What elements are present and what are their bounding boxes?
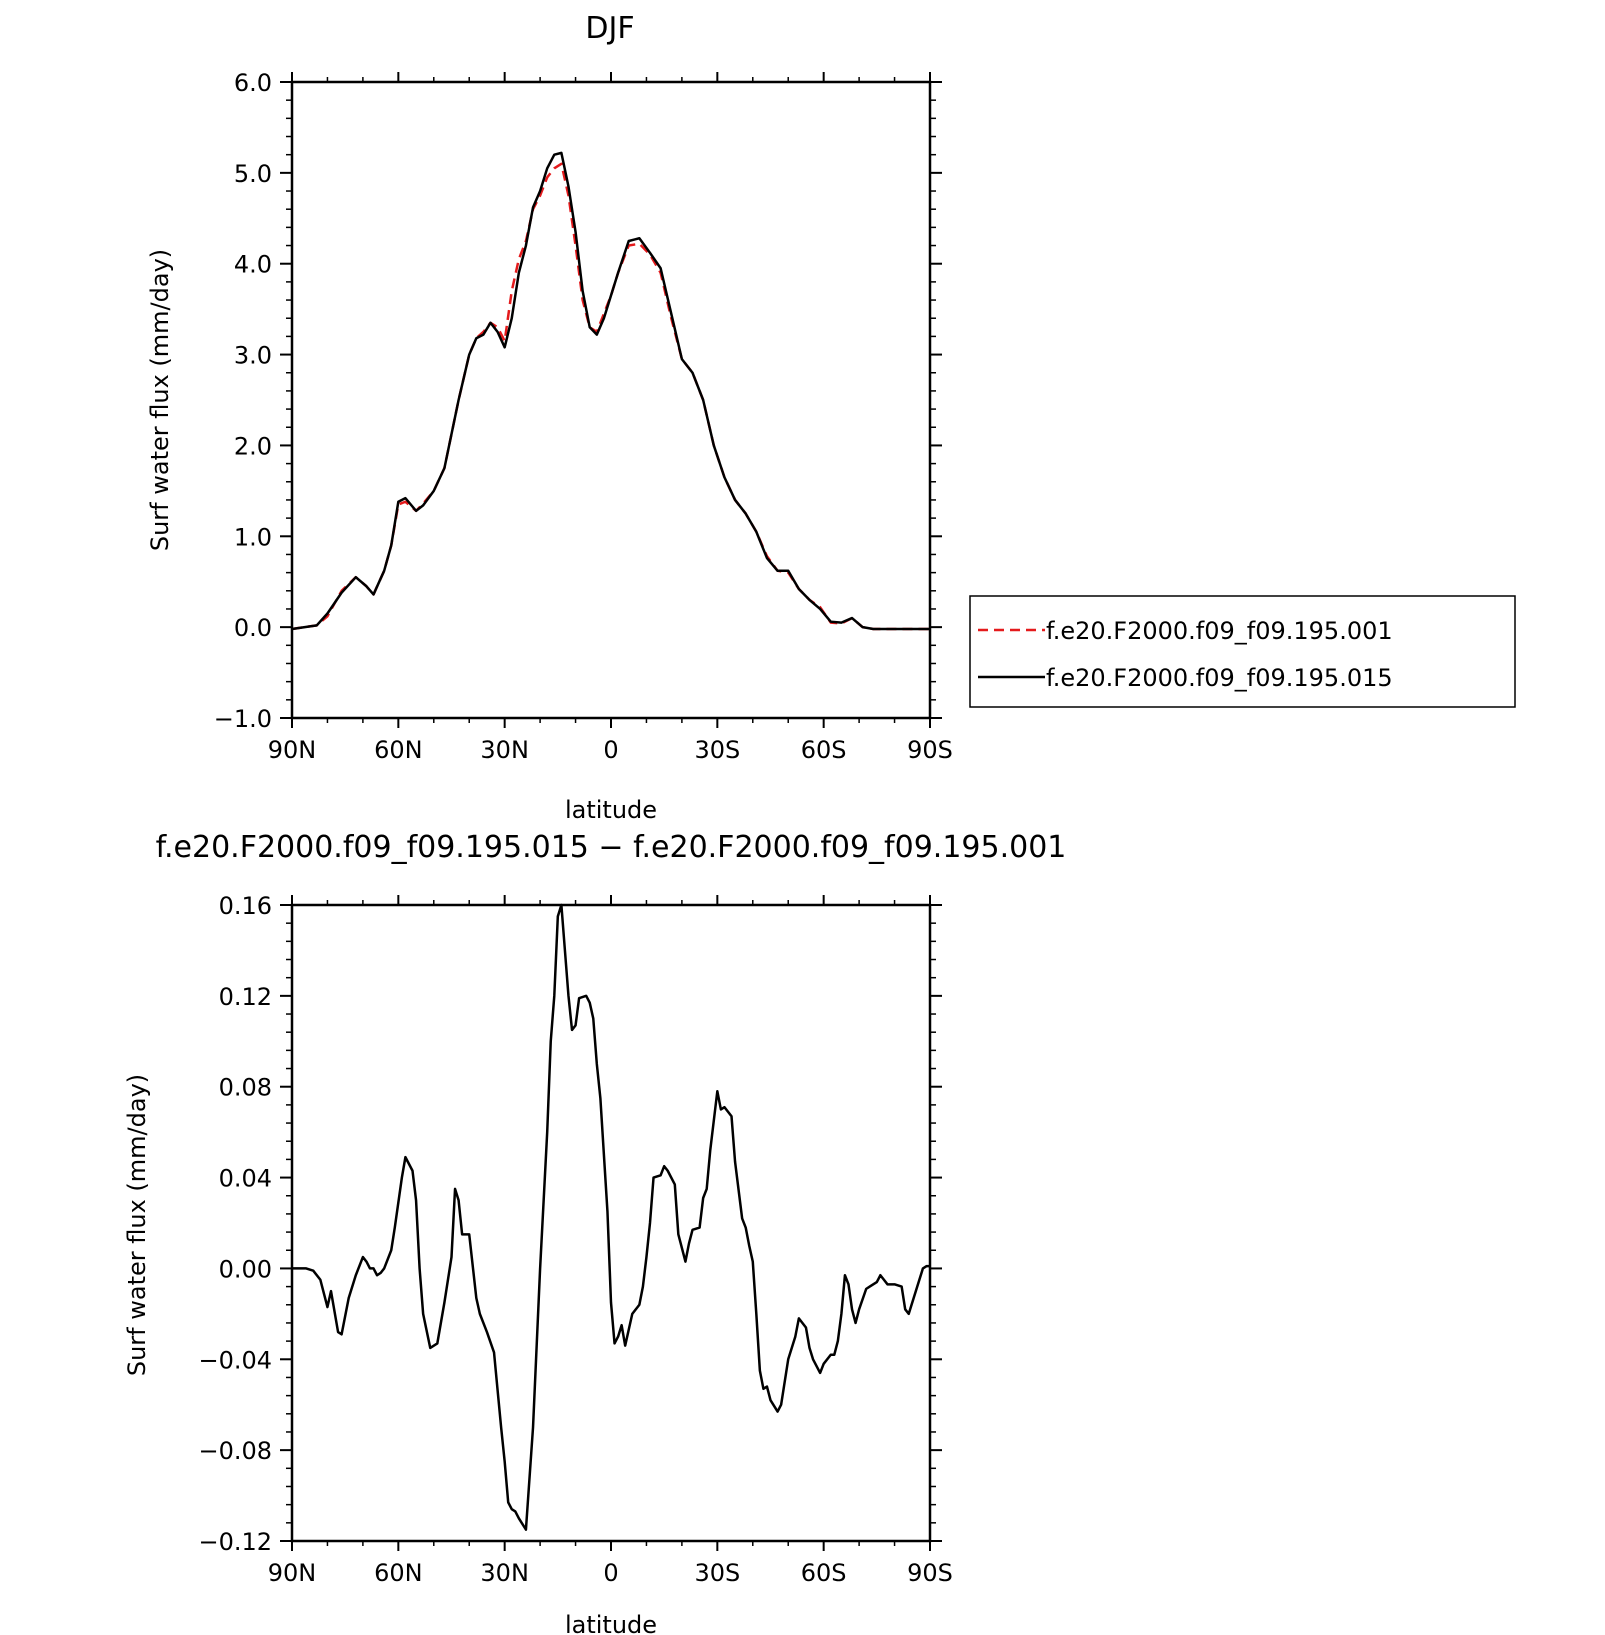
bottom-chart-ytick-label: 0.12 [219,983,272,1011]
bottom-chart-xtick-label: 90S [907,1559,953,1587]
bottom-chart-xtick-label: 60S [801,1559,847,1587]
bottom-chart-xtick-label: 30S [694,1559,740,1587]
top-chart-xtick-label: 60N [374,736,423,764]
legend-box [969,595,1516,708]
top-chart-series-line-2 [291,151,930,631]
top-chart-frame [290,80,932,720]
bottom-chart-xtick-label: 0 [603,1559,618,1587]
top-chart-tick-labels: 90N 60N 30N 0 30S 60S 90S −1.0 0.0 1.0 2.0 3.0 4.0 5.… [214,69,953,764]
bottom-chart-ytick-label: 0.16 [219,892,272,920]
top-chart-title: DJF [585,11,634,46]
bottom-chart-frame [290,903,932,1543]
top-chart-xtick-label: 90N [268,736,317,764]
bottom-chart-ytick-label: −0.08 [198,1437,272,1465]
bottom-chart-ytick-label: −0.04 [198,1346,272,1374]
top-chart-ylabel: Surf water flux (mm/day) [146,249,174,551]
bottom-chart-title: f.e20.F2000.f09_f09.195.015 − f.e20.F200… [156,830,1067,865]
bottom-chart-ytick-label: 0.04 [219,1165,272,1193]
top-chart-ytick-label: 3.0 [234,342,272,370]
top-chart-xtick-label: 90S [907,736,953,764]
bottom-chart-series-line-1 [292,903,930,1531]
bottom-chart-ytick-label: −0.12 [198,1528,272,1556]
legend-entry-1: f.e20.F2000.f09_f09.195.001 [1046,617,1393,645]
bottom-chart-xtick-label: 30N [480,1559,529,1587]
top-chart-ytick-label: −1.0 [214,705,272,733]
top-chart-ytick-label: 6.0 [234,69,272,97]
top-chart-ytick-label: 2.0 [234,432,272,460]
top-chart: DJF 90N 60N 30N 0 30S 60S 90S −1.0 0.0 1.0 2.0 3.0 4… [146,11,1516,824]
bottom-chart-xtick-label: 60N [374,1559,423,1587]
bottom-chart-xlabel: latitude [565,1611,657,1635]
top-chart-ytick-label: 1.0 [234,523,272,551]
bottom-chart-ytick-label: 0.08 [219,1074,272,1102]
bottom-chart: f.e20.F2000.f09_f09.195.015 − f.e20.F200… [123,830,1066,1635]
top-chart-series [291,151,930,631]
bottom-chart-series [292,903,930,1531]
top-chart-ticks [280,72,942,728]
bottom-chart-xtick-label: 90N [268,1559,317,1587]
top-chart-xtick-label: 0 [603,736,618,764]
top-chart-xlabel: latitude [565,796,657,824]
bottom-chart-ytick-label: 0.00 [219,1255,272,1283]
bottom-chart-tick-labels: 90N 60N 30N 0 30S 60S 90S −0.12 −0.08 −0.04 0.00 0.… [198,892,952,1587]
top-chart-xtick-label: 30N [480,736,529,764]
bottom-chart-ylabel: Surf water flux (mm/day) [123,1074,151,1376]
top-chart-ytick-label: 5.0 [234,160,272,188]
legend-entry-2: f.e20.F2000.f09_f09.195.015 [1046,664,1393,692]
top-chart-xtick-label: 30S [694,736,740,764]
top-chart-ytick-label: 4.0 [234,251,272,279]
top-chart-xtick-label: 60S [801,736,847,764]
top-chart-ytick-label: 0.0 [234,614,272,642]
bottom-chart-ticks [280,895,942,1551]
top-chart-legend: f.e20.F2000.f09_f09.195.001 f.e20.F2000.… [969,595,1516,708]
